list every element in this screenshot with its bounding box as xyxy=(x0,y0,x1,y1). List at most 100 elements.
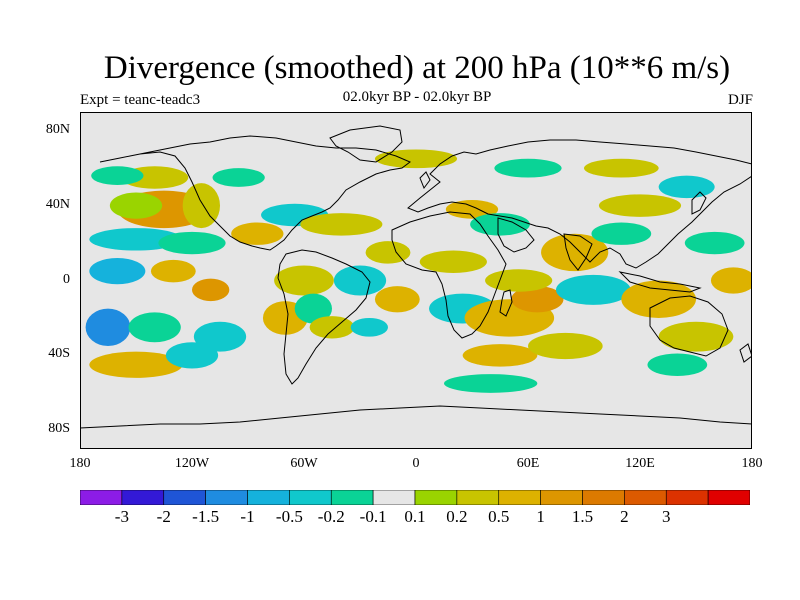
y-tick-label: 0 xyxy=(63,271,70,287)
plot-title: Divergence (smoothed) at 200 hPa (10**6 … xyxy=(103,50,731,86)
contour-blob xyxy=(374,149,458,169)
africa-coast xyxy=(391,211,507,339)
y-tick-label: 80N xyxy=(45,121,70,137)
colorbar-cell xyxy=(163,490,206,505)
colorbar-label: -2 xyxy=(156,507,171,526)
contour-blob xyxy=(91,166,144,186)
colorbar-label: -3 xyxy=(114,507,129,526)
contour-blob xyxy=(85,308,131,347)
greenland-coast xyxy=(329,125,403,163)
contour-blob xyxy=(528,332,603,360)
colorbar-label: 0.2 xyxy=(446,507,468,526)
colorbar-label: 3 xyxy=(662,507,671,526)
contour-blob xyxy=(193,321,247,352)
x-tick-label: 180 xyxy=(69,456,91,471)
experiment-label: Expt = teanc-teadc3 xyxy=(80,92,201,108)
japan-coast xyxy=(691,191,707,215)
colorbar-label: -0.5 xyxy=(275,507,303,526)
colorbar-cell xyxy=(80,490,123,505)
antarctica-coast xyxy=(80,405,752,429)
contour-blob xyxy=(494,158,562,178)
contour-blob xyxy=(598,194,682,217)
contour-blob xyxy=(462,344,538,367)
y-tick-label: 80S xyxy=(48,421,70,437)
contour-blob xyxy=(150,259,196,283)
contour-blob xyxy=(231,222,284,245)
arabia-coast xyxy=(497,217,535,253)
contour-blob xyxy=(333,265,387,296)
contour-blob xyxy=(300,213,383,236)
colorbar-cell xyxy=(414,490,458,505)
contour-fills xyxy=(85,149,752,393)
divergence-map xyxy=(80,112,752,449)
colorbar-label: 2 xyxy=(620,507,629,526)
colorbar-label: 0.5 xyxy=(488,507,510,526)
colorbar-label: 1 xyxy=(536,507,545,526)
contour-blob xyxy=(89,258,146,285)
south-america-coast xyxy=(277,249,371,385)
x-tick-label: 0 xyxy=(412,456,420,471)
contour-blob xyxy=(658,321,734,352)
contour-blob xyxy=(212,168,265,187)
x-tick-label: 120W xyxy=(174,456,210,471)
contour-blob xyxy=(584,158,659,178)
colorbar-cell xyxy=(330,490,374,505)
coastlines xyxy=(80,125,752,429)
x-tick-label: 120E xyxy=(625,456,655,471)
colorbar-cell xyxy=(372,490,416,505)
contour-blob xyxy=(445,199,499,219)
contour-blob xyxy=(647,353,708,376)
x-tick-label: 180 xyxy=(741,456,763,471)
y-tick-label: 40S xyxy=(48,346,70,362)
contour-blob xyxy=(128,312,181,343)
colorbar-cell xyxy=(540,490,583,505)
eurasia-coast xyxy=(407,139,752,269)
madagascar-coast xyxy=(499,289,513,317)
colorbar-cell xyxy=(707,490,750,505)
contour-blob xyxy=(591,222,652,245)
contour-blob xyxy=(309,316,355,339)
contour-blob xyxy=(182,183,220,229)
australia-coast xyxy=(649,295,729,357)
colorbar-cell xyxy=(456,490,500,505)
colorbar-cell xyxy=(289,490,332,505)
contour-blob xyxy=(419,250,487,274)
colorbar-cell xyxy=(624,490,667,505)
contour-blob xyxy=(294,293,332,324)
colorbar-label: -1 xyxy=(240,507,255,526)
contour-blob xyxy=(192,278,230,302)
season-label: DJF xyxy=(727,92,753,108)
contour-blob xyxy=(710,267,752,294)
colorbar-label: -0.2 xyxy=(317,507,345,526)
contour-blob xyxy=(165,342,219,369)
colorbar-cell xyxy=(665,490,709,505)
contour-blob xyxy=(684,231,745,255)
colorbar-label: -1.5 xyxy=(192,507,220,526)
y-tick-label: 40N xyxy=(45,196,70,212)
contour-blob xyxy=(556,274,631,305)
north-america-coast xyxy=(99,135,411,251)
contour-blob xyxy=(658,175,715,199)
contour-blob xyxy=(485,269,553,292)
colorbar-cell xyxy=(205,490,248,505)
contour-blob xyxy=(158,231,226,255)
colorbar xyxy=(80,490,750,505)
contour-blob xyxy=(109,192,163,219)
colorbar-cell xyxy=(121,490,165,505)
colorbar-cell xyxy=(498,490,541,505)
contour-blob xyxy=(365,241,411,264)
colorbar-label: 0.1 xyxy=(404,507,426,526)
colorbar-label: -0.1 xyxy=(359,507,387,526)
contour-blob xyxy=(444,374,538,393)
colorbar-label: 1.5 xyxy=(571,507,594,526)
india-coast xyxy=(563,233,593,271)
colorbar-cell xyxy=(582,490,625,505)
contour-blob xyxy=(621,280,697,318)
contour-blob xyxy=(350,317,389,337)
contour-blob xyxy=(274,265,334,296)
x-tick-label: 60E xyxy=(516,456,540,471)
contour-blob xyxy=(511,286,564,313)
plot-subtitle: 02.0kyr BP - 02.0kyr BP xyxy=(342,89,492,105)
contour-blob xyxy=(89,351,183,378)
new-zealand-coast xyxy=(739,343,752,363)
